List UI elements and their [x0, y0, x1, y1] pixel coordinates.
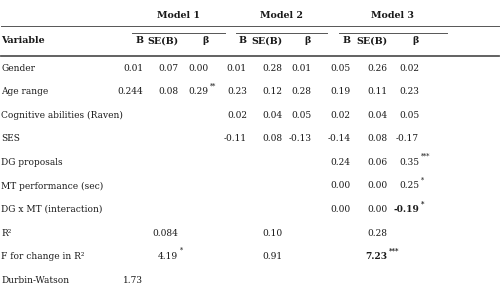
Text: 0.05: 0.05	[398, 111, 418, 120]
Text: 0.08: 0.08	[262, 134, 282, 144]
Text: F for change in R²: F for change in R²	[1, 252, 84, 261]
Text: -0.13: -0.13	[288, 134, 311, 144]
Text: 0.05: 0.05	[330, 64, 350, 73]
Text: MT performance (sec): MT performance (sec)	[1, 181, 103, 191]
Text: R²: R²	[1, 228, 12, 238]
Text: 0.00: 0.00	[330, 205, 350, 214]
Text: 0.05: 0.05	[291, 111, 311, 120]
Text: Variable: Variable	[1, 36, 45, 45]
Text: DG proposals: DG proposals	[1, 158, 63, 167]
Text: 0.10: 0.10	[262, 228, 282, 238]
Text: 0.12: 0.12	[262, 87, 282, 96]
Text: SE(B): SE(B)	[356, 36, 387, 45]
Text: 0.28: 0.28	[262, 64, 282, 73]
Text: ***: ***	[388, 247, 399, 255]
Text: -0.11: -0.11	[223, 134, 246, 144]
Text: 0.25: 0.25	[398, 181, 418, 191]
Text: 0.01: 0.01	[226, 64, 246, 73]
Text: *: *	[420, 176, 423, 184]
Text: 0.29: 0.29	[188, 87, 208, 96]
Text: β: β	[201, 36, 208, 45]
Text: Cognitive abilities (Raven): Cognitive abilities (Raven)	[1, 111, 123, 120]
Text: 0.19: 0.19	[330, 87, 350, 96]
Text: -0.14: -0.14	[327, 134, 350, 144]
Text: DG x MT (interaction): DG x MT (interaction)	[1, 205, 102, 214]
Text: -0.19: -0.19	[392, 205, 418, 214]
Text: 0.084: 0.084	[152, 228, 178, 238]
Text: SE(B): SE(B)	[147, 36, 178, 45]
Text: 0.00: 0.00	[330, 181, 350, 191]
Text: 0.06: 0.06	[367, 158, 387, 167]
Text: 0.04: 0.04	[367, 111, 387, 120]
Text: β: β	[412, 36, 418, 45]
Text: Age range: Age range	[1, 87, 48, 96]
Text: 0.11: 0.11	[367, 87, 387, 96]
Text: Model 1: Model 1	[156, 11, 199, 20]
Text: 0.07: 0.07	[158, 64, 178, 73]
Text: 0.23: 0.23	[398, 87, 418, 96]
Text: 0.28: 0.28	[367, 228, 387, 238]
Text: Model 3: Model 3	[371, 11, 413, 20]
Text: Durbin-Watson: Durbin-Watson	[1, 276, 69, 285]
Text: B: B	[342, 36, 350, 45]
Text: Model 2: Model 2	[260, 11, 303, 20]
Text: 0.23: 0.23	[226, 87, 246, 96]
Text: 0.01: 0.01	[123, 64, 143, 73]
Text: **: **	[209, 82, 215, 90]
Text: 0.00: 0.00	[367, 181, 387, 191]
Text: 0.35: 0.35	[398, 158, 418, 167]
Text: 0.02: 0.02	[398, 64, 418, 73]
Text: 0.00: 0.00	[188, 64, 208, 73]
Text: 0.02: 0.02	[330, 111, 350, 120]
Text: 0.91: 0.91	[262, 252, 282, 261]
Text: *: *	[179, 247, 182, 255]
Text: 0.28: 0.28	[291, 87, 311, 96]
Text: β: β	[304, 36, 311, 45]
Text: 0.01: 0.01	[291, 64, 311, 73]
Text: 0.04: 0.04	[262, 111, 282, 120]
Text: 4.19: 4.19	[158, 252, 178, 261]
Text: SE(B): SE(B)	[250, 36, 282, 45]
Text: ***: ***	[420, 153, 429, 161]
Text: *: *	[420, 200, 423, 208]
Text: B: B	[238, 36, 246, 45]
Text: 7.23: 7.23	[365, 252, 387, 261]
Text: -0.17: -0.17	[395, 134, 418, 144]
Text: 0.244: 0.244	[117, 87, 143, 96]
Text: Gender: Gender	[1, 64, 35, 73]
Text: 0.24: 0.24	[330, 158, 350, 167]
Text: 0.00: 0.00	[367, 205, 387, 214]
Text: 0.08: 0.08	[158, 87, 178, 96]
Text: 1.73: 1.73	[123, 276, 143, 285]
Text: 0.02: 0.02	[226, 111, 246, 120]
Text: 0.08: 0.08	[367, 134, 387, 144]
Text: SES: SES	[1, 134, 20, 144]
Text: B: B	[135, 36, 143, 45]
Text: 0.26: 0.26	[367, 64, 387, 73]
